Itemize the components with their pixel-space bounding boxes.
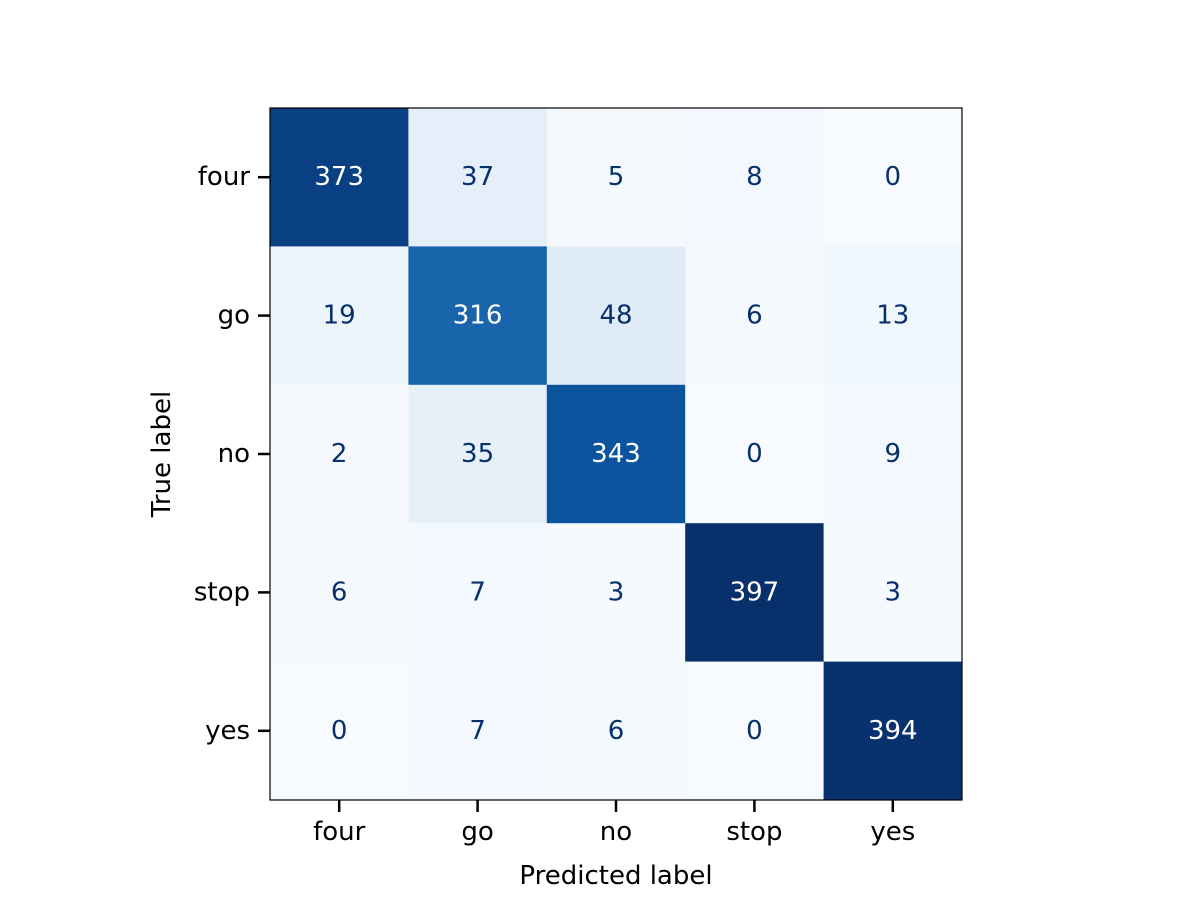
cell-value-go-no: 48: [599, 301, 632, 331]
cell-four-stop: [685, 108, 825, 247]
y-tick-label-stop: stop: [194, 577, 250, 607]
cell-go-go: [408, 246, 548, 386]
cell-value-yes-four: 0: [331, 716, 348, 746]
cell-no-stop: [685, 384, 825, 524]
cell-no-yes: [823, 384, 963, 524]
x-tick-label-yes: yes: [870, 817, 915, 847]
cell-go-stop: [685, 246, 825, 386]
cell-four-go: [408, 108, 548, 247]
y-axis-ticks: four go no stop yes: [194, 162, 270, 746]
cell-value-go-four: 19: [323, 301, 356, 331]
cell-no-four: [270, 384, 409, 524]
cell-stop-stop: [685, 523, 825, 663]
cell-value-four-four: 373: [314, 162, 364, 192]
cell-value-stop-no: 3: [608, 577, 625, 607]
y-axis-label: True label: [147, 391, 177, 518]
cell-value-go-go: 316: [453, 301, 503, 331]
cell-stop-go: [408, 523, 548, 663]
cell-yes-stop: [685, 661, 825, 801]
cell-yes-yes: [823, 661, 963, 801]
cell-value-stop-four: 6: [331, 577, 348, 607]
cell-value-go-stop: 6: [746, 301, 763, 331]
cell-value-no-no: 343: [591, 439, 641, 469]
x-tick-label-stop: stop: [726, 817, 782, 847]
cell-value-no-yes: 9: [885, 439, 902, 469]
y-tick-label-no: no: [218, 439, 250, 469]
cell-yes-four: [270, 661, 409, 801]
x-axis-label: Predicted label: [519, 861, 712, 891]
cell-value-no-go: 35: [461, 439, 494, 469]
cell-yes-go: [408, 661, 548, 801]
cell-value-stop-go: 7: [469, 577, 486, 607]
cell-value-stop-yes: 3: [885, 577, 902, 607]
cell-value-yes-go: 7: [469, 716, 486, 746]
cell-go-no: [546, 246, 686, 386]
cell-go-four: [270, 246, 409, 386]
cell-value-yes-yes: 394: [868, 716, 918, 746]
cell-value-four-yes: 0: [885, 162, 902, 192]
cell-go-yes: [823, 246, 963, 386]
cell-value-no-four: 2: [331, 439, 348, 469]
y-tick-label-go: go: [218, 301, 250, 331]
y-tick-label-yes: yes: [205, 716, 250, 746]
cell-stop-yes: [823, 523, 963, 663]
cell-value-yes-no: 6: [608, 716, 625, 746]
cell-no-no: [546, 384, 686, 524]
cell-stop-no: [546, 523, 686, 663]
cell-value-four-go: 37: [461, 162, 494, 192]
matrix-cells: [270, 108, 963, 801]
x-tick-label-go: go: [461, 817, 493, 847]
cell-value-four-stop: 8: [746, 162, 763, 192]
cell-value-go-yes: 13: [876, 301, 909, 331]
matrix-cell-labels: 373 37 5 8 0 19 316 48 6 13 2 35 343 0 9 6 7 3 397 3 0 7 6 0 394: [314, 162, 917, 746]
cell-no-go: [408, 384, 548, 524]
cell-four-no: [546, 108, 686, 247]
cell-four-yes: [823, 108, 963, 247]
cell-value-stop-stop: 397: [730, 577, 780, 607]
cell-yes-no: [546, 661, 686, 801]
y-tick-label-four: four: [198, 162, 251, 192]
cell-value-four-no: 5: [608, 162, 625, 192]
cell-four-four: [270, 108, 409, 247]
cell-value-no-stop: 0: [746, 439, 763, 469]
x-tick-label-no: no: [600, 817, 632, 847]
cell-value-yes-stop: 0: [746, 716, 763, 746]
x-axis-ticks: four go no stop yes: [313, 800, 915, 847]
cell-stop-four: [270, 523, 409, 663]
x-tick-label-four: four: [313, 817, 366, 847]
